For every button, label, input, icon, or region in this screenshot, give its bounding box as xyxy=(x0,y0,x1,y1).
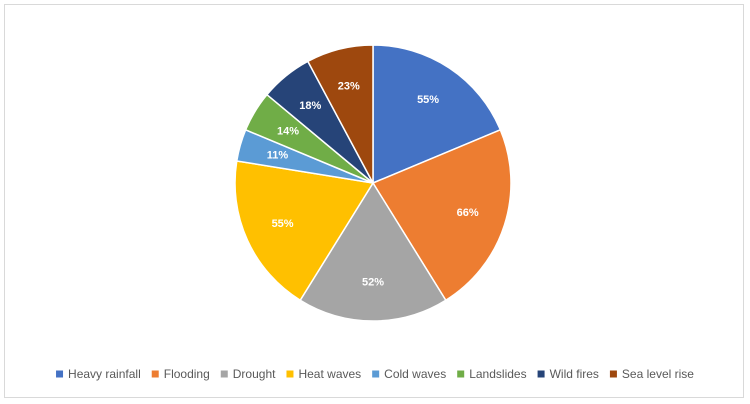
legend-label-cold-waves: Cold waves xyxy=(384,367,446,381)
data-label-heavy-rainfall: 55% xyxy=(417,94,439,106)
legend-swatch-cold-waves xyxy=(372,370,380,378)
data-label-drought: 52% xyxy=(362,276,384,288)
data-label-flooding: 66% xyxy=(457,207,479,219)
legend-swatch-sea-level-rise xyxy=(609,370,617,378)
pie-slice-sea-level-rise xyxy=(306,44,374,184)
data-label-wild-fires: 18% xyxy=(299,100,321,112)
legend-label-drought: Drought xyxy=(233,367,276,381)
legend-swatch-landslides xyxy=(457,370,465,378)
pie-slices xyxy=(234,44,512,322)
legend-item-flooding: Flooding xyxy=(151,367,210,381)
legend-item-heat-waves: Heat waves xyxy=(286,367,361,381)
legend-item-drought: Drought xyxy=(220,367,276,381)
data-label-heat-waves: 55% xyxy=(272,218,294,230)
pie-data-labels: 55% 66% 52% 55% 11% 14% 18% 23% xyxy=(267,81,479,289)
legend-swatch-heat-waves xyxy=(286,370,294,378)
pie-slice-drought xyxy=(299,181,447,322)
data-label-sea-level-rise: 23% xyxy=(338,81,360,93)
legend-swatch-drought xyxy=(220,370,228,378)
legend-label-heavy-rainfall: Heavy rainfall xyxy=(68,367,141,381)
legend-label-wild-fires: Wild fires xyxy=(550,367,599,381)
legend-swatch-flooding xyxy=(151,370,159,378)
data-label-landslides: 14% xyxy=(277,125,299,137)
legend-item-wild-fires: Wild fires xyxy=(537,367,599,381)
legend-item-landslides: Landslides xyxy=(457,367,527,381)
legend-item-heavy-rainfall: Heavy rainfall xyxy=(56,367,141,381)
pie-slice-heavy-rainfall xyxy=(372,44,502,185)
data-label-cold-waves: 11% xyxy=(267,150,289,162)
legend-item-cold-waves: Cold waves xyxy=(372,367,446,381)
pie-slice-heat-waves xyxy=(234,160,375,302)
legend-swatch-wild-fires xyxy=(537,370,545,378)
chart-legend: Heavy rainfall Flooding Drought Heat waves C… xyxy=(56,367,694,381)
pie-slice-flooding xyxy=(371,128,512,302)
legend-label-landslides: Landslides xyxy=(469,367,526,381)
legend-label-sea-level-rise: Sea level rise xyxy=(622,367,694,381)
legend-label-heat-waves: Heat waves xyxy=(298,367,361,381)
legend-swatch-heavy-rainfall xyxy=(56,370,64,378)
legend-item-sea-level-rise: Sea level rise xyxy=(609,367,694,381)
legend-label-flooding: Flooding xyxy=(164,367,210,381)
